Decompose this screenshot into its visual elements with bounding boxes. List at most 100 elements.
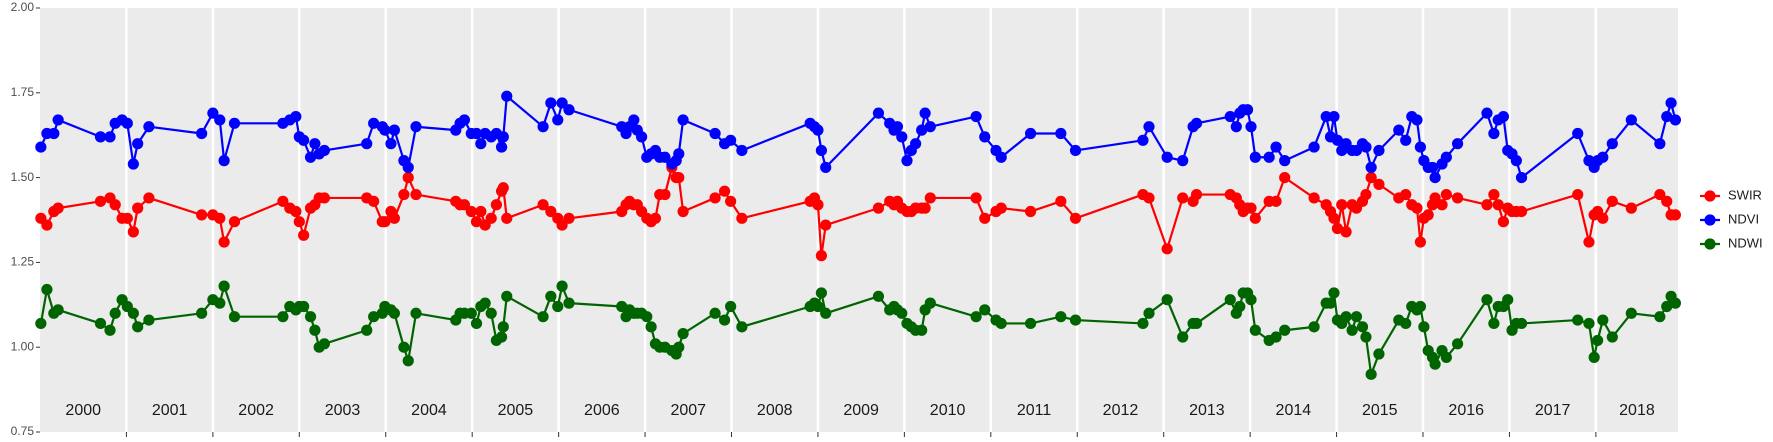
legend-label: NDVI (1728, 211, 1759, 226)
year-label: 2016 (1448, 402, 1484, 419)
data-point (1440, 351, 1452, 363)
plot-panel (40, 8, 1678, 432)
data-point (402, 355, 414, 367)
data-point (388, 124, 400, 136)
data-point (649, 212, 662, 224)
data-point (1400, 134, 1412, 146)
data-point (1279, 172, 1291, 184)
data-point (35, 317, 47, 330)
data-point (815, 250, 827, 262)
data-point (1328, 287, 1340, 299)
data-point (398, 188, 410, 201)
data-point (1137, 134, 1149, 146)
data-point (1190, 117, 1203, 129)
data-point (218, 155, 230, 167)
data-point (309, 138, 321, 150)
data-point (1365, 161, 1377, 174)
data-point (196, 209, 208, 221)
year-label: 2008 (757, 402, 793, 419)
year-label: 2004 (411, 402, 447, 419)
data-point (94, 131, 107, 143)
data-point (1328, 212, 1340, 224)
data-point (368, 311, 380, 323)
data-point (497, 321, 509, 333)
data-point (552, 114, 564, 126)
data-point (104, 324, 116, 336)
data-point (94, 195, 107, 207)
data-point (556, 219, 568, 231)
data-point (196, 127, 208, 140)
data-point (1263, 151, 1275, 163)
data-point (1606, 195, 1618, 207)
data-point (398, 341, 410, 353)
data-point (556, 280, 568, 292)
data-point (1572, 314, 1584, 326)
data-point (896, 131, 908, 143)
data-point (1365, 172, 1377, 184)
data-point (1606, 138, 1618, 150)
series-line (40, 166, 1676, 257)
data-point (1270, 195, 1282, 207)
data-point (497, 182, 509, 194)
data-point (725, 195, 737, 207)
data-point (736, 321, 748, 333)
year-label: 2013 (1189, 402, 1225, 419)
data-point (132, 321, 144, 333)
data-point (1360, 188, 1372, 201)
data-point (458, 114, 471, 126)
data-point (277, 311, 289, 323)
data-point (537, 199, 549, 211)
data-point (718, 185, 731, 197)
data-point (1024, 317, 1037, 330)
data-point (995, 317, 1007, 330)
data-point (1654, 138, 1666, 150)
data-point (1270, 141, 1282, 153)
data-point (645, 321, 657, 333)
data-point (1583, 236, 1595, 248)
data-point (1143, 307, 1155, 319)
data-point (388, 307, 400, 319)
data-point (465, 205, 477, 218)
data-point (1488, 317, 1500, 330)
year-label: 2001 (152, 402, 188, 419)
data-point (1625, 114, 1637, 126)
data-point (970, 192, 982, 204)
data-point (677, 205, 689, 218)
data-point (309, 324, 321, 336)
data-point (1625, 202, 1637, 214)
data-point (1373, 144, 1385, 157)
data-point (410, 121, 422, 133)
data-point (368, 117, 380, 129)
data-point (1429, 358, 1441, 370)
data-point (470, 317, 483, 330)
data-point (1606, 331, 1618, 343)
data-point (1654, 188, 1666, 201)
data-point (304, 151, 317, 163)
data-point (673, 172, 685, 184)
data-point (1069, 212, 1082, 224)
data-point (318, 338, 330, 350)
year-label: 2017 (1535, 402, 1571, 419)
data-point (1497, 110, 1509, 123)
data-point (1592, 334, 1604, 347)
year-label: 2007 (670, 402, 706, 419)
data-point (1024, 205, 1037, 218)
data-point (410, 307, 422, 319)
data-point (1451, 338, 1464, 350)
data-point (143, 121, 155, 133)
year-label: 2006 (584, 402, 620, 419)
data-point (1336, 199, 1348, 211)
data-point (659, 188, 671, 201)
data-point (1331, 134, 1344, 146)
data-point (1143, 192, 1155, 204)
year-label: 2018 (1619, 402, 1655, 419)
data-point (318, 144, 330, 157)
data-point (1661, 195, 1673, 207)
data-point (501, 90, 513, 102)
data-point (290, 110, 302, 123)
y-tick-label: 2.00 (11, 0, 35, 14)
legend-key-point (1704, 214, 1716, 226)
data-point (1055, 311, 1067, 323)
data-point (1597, 151, 1609, 163)
y-tick-label: 1.00 (11, 339, 35, 353)
